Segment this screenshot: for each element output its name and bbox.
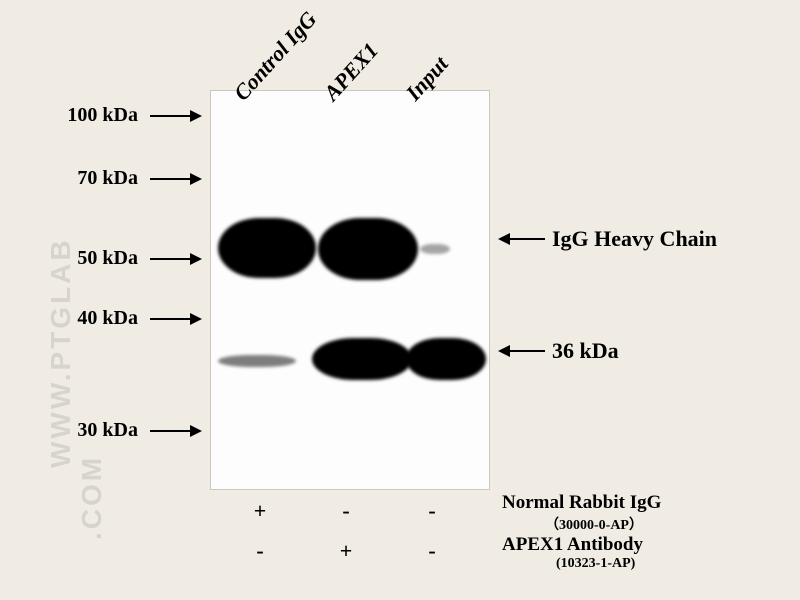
antibody-label-apex1: APEX1 Antibody	[502, 534, 643, 556]
western-blot-panel	[210, 90, 490, 490]
pm-row2-lane1: -	[240, 538, 280, 564]
band-36kda-apex1	[312, 338, 412, 380]
mw-arrow-100kda	[150, 115, 200, 117]
band-heavy-chain-control	[218, 218, 316, 278]
pm-row1-lane1: +	[240, 498, 280, 524]
pm-row1-lane2: -	[326, 498, 366, 524]
antibody-catalog-normal-rabbit-igg: （30000-0-AP）	[545, 514, 643, 534]
band-heavy-chain-input	[420, 244, 450, 254]
mw-arrow-40kda	[150, 318, 200, 320]
figure-canvas: WWW.PTGLAB .COM Control IgG APEX1 Input …	[0, 0, 800, 600]
blot-membrane	[211, 91, 489, 489]
antibody-catalog-apex1: (10323-1-AP)	[556, 556, 635, 572]
antibody-label-normal-rabbit-igg: Normal Rabbit IgG	[502, 492, 661, 514]
pm-row2-lane3: -	[412, 538, 452, 564]
band-36kda-input	[406, 338, 486, 380]
band-heavy-chain-apex1	[318, 218, 418, 280]
annotation-label-36kda: 36 kDa	[552, 338, 619, 364]
pm-row2-lane2: +	[326, 538, 366, 564]
mw-arrow-50kda	[150, 258, 200, 260]
pm-row1-lane3: -	[412, 498, 452, 524]
mw-arrow-70kda	[150, 178, 200, 180]
mw-label-70kda: 70 kDa	[28, 167, 138, 190]
mw-label-30kda: 30 kDa	[28, 419, 138, 442]
mw-arrow-30kda	[150, 430, 200, 432]
annotation-arrow-36kda	[500, 350, 545, 352]
band-36kda-control	[218, 355, 296, 367]
mw-label-100kda: 100 kDa	[28, 104, 138, 127]
annotation-label-heavy-chain: IgG Heavy Chain	[552, 226, 717, 252]
watermark-line-2: .COM	[76, 455, 108, 540]
mw-label-40kda: 40 kDa	[28, 307, 138, 330]
annotation-arrow-heavy-chain	[500, 238, 545, 240]
mw-label-50kda: 50 kDa	[28, 247, 138, 270]
